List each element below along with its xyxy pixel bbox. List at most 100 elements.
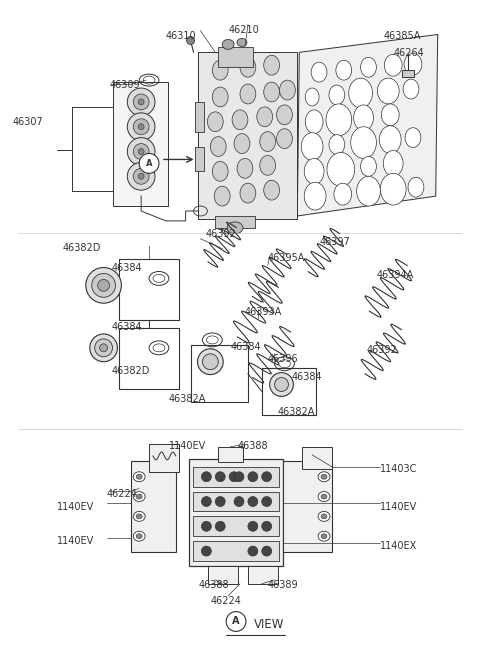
Circle shape xyxy=(262,496,272,506)
Text: 46389: 46389 xyxy=(268,580,298,590)
Circle shape xyxy=(234,496,244,506)
Ellipse shape xyxy=(349,78,372,108)
Ellipse shape xyxy=(305,88,319,106)
Ellipse shape xyxy=(212,87,228,107)
Bar xyxy=(402,70,414,77)
Ellipse shape xyxy=(329,85,345,105)
Ellipse shape xyxy=(329,135,345,155)
Circle shape xyxy=(133,94,149,110)
Circle shape xyxy=(262,546,272,556)
Circle shape xyxy=(138,149,144,155)
Bar xyxy=(192,516,278,536)
Ellipse shape xyxy=(276,105,292,124)
Text: 46388: 46388 xyxy=(199,580,229,590)
Ellipse shape xyxy=(321,534,327,538)
Ellipse shape xyxy=(321,514,327,519)
Ellipse shape xyxy=(136,494,142,499)
Ellipse shape xyxy=(318,531,330,541)
Circle shape xyxy=(86,267,121,303)
Ellipse shape xyxy=(264,82,279,102)
Ellipse shape xyxy=(212,161,228,181)
Ellipse shape xyxy=(136,514,142,519)
Ellipse shape xyxy=(327,153,355,186)
Ellipse shape xyxy=(360,157,376,176)
Text: 46224: 46224 xyxy=(107,489,137,498)
Bar xyxy=(149,444,179,472)
Bar xyxy=(218,47,253,67)
Text: 46395A: 46395A xyxy=(268,253,305,263)
Circle shape xyxy=(90,334,118,362)
Ellipse shape xyxy=(264,180,279,200)
Ellipse shape xyxy=(234,134,250,153)
Circle shape xyxy=(92,273,116,297)
Bar xyxy=(262,367,316,415)
Ellipse shape xyxy=(264,55,279,75)
Text: 46397: 46397 xyxy=(319,236,350,247)
Ellipse shape xyxy=(133,512,145,521)
Bar xyxy=(248,566,277,584)
Circle shape xyxy=(127,88,155,116)
Circle shape xyxy=(133,119,149,135)
Ellipse shape xyxy=(336,60,352,80)
Ellipse shape xyxy=(240,57,256,77)
Bar xyxy=(192,467,278,487)
Circle shape xyxy=(133,143,149,159)
Text: 46392: 46392 xyxy=(367,345,397,355)
Ellipse shape xyxy=(240,183,256,203)
Circle shape xyxy=(127,138,155,165)
Ellipse shape xyxy=(318,472,330,481)
Circle shape xyxy=(262,472,272,481)
Circle shape xyxy=(187,37,194,45)
Bar xyxy=(194,102,204,132)
Circle shape xyxy=(229,472,239,481)
Text: 1140EV: 1140EV xyxy=(169,441,206,451)
Ellipse shape xyxy=(380,174,406,205)
Ellipse shape xyxy=(304,159,324,184)
Ellipse shape xyxy=(207,112,223,132)
Bar xyxy=(192,492,278,512)
Text: A: A xyxy=(146,159,152,168)
Circle shape xyxy=(97,280,109,291)
Circle shape xyxy=(202,546,211,556)
Circle shape xyxy=(234,472,244,481)
Circle shape xyxy=(100,344,108,352)
Bar xyxy=(199,52,297,219)
Ellipse shape xyxy=(279,80,295,100)
Bar xyxy=(218,447,243,462)
Circle shape xyxy=(216,496,225,506)
Ellipse shape xyxy=(351,126,376,159)
Ellipse shape xyxy=(381,104,399,126)
Text: 46224: 46224 xyxy=(210,595,241,606)
Ellipse shape xyxy=(377,78,399,104)
Ellipse shape xyxy=(311,62,327,82)
Bar xyxy=(113,82,168,206)
Circle shape xyxy=(127,113,155,141)
Text: 46310: 46310 xyxy=(166,31,196,41)
Text: 46382D: 46382D xyxy=(62,243,100,253)
Ellipse shape xyxy=(404,53,422,75)
Text: 46392: 46392 xyxy=(205,229,236,239)
Text: 46382D: 46382D xyxy=(111,365,150,376)
Text: 46384: 46384 xyxy=(111,263,142,272)
Ellipse shape xyxy=(405,128,421,147)
Circle shape xyxy=(127,162,155,190)
Circle shape xyxy=(275,377,288,392)
Bar xyxy=(194,147,204,172)
Ellipse shape xyxy=(212,60,228,80)
Circle shape xyxy=(202,472,211,481)
Ellipse shape xyxy=(257,107,273,126)
Ellipse shape xyxy=(232,110,248,130)
Ellipse shape xyxy=(260,132,276,151)
Text: 1140EV: 1140EV xyxy=(57,536,95,546)
Circle shape xyxy=(203,354,218,369)
Circle shape xyxy=(248,496,258,506)
Circle shape xyxy=(197,349,223,375)
Text: 1140EX: 1140EX xyxy=(380,541,418,551)
Circle shape xyxy=(262,521,272,531)
Circle shape xyxy=(133,168,149,184)
Polygon shape xyxy=(297,35,438,216)
Bar xyxy=(131,461,176,552)
Ellipse shape xyxy=(403,79,419,99)
Ellipse shape xyxy=(136,534,142,538)
Circle shape xyxy=(248,546,258,556)
